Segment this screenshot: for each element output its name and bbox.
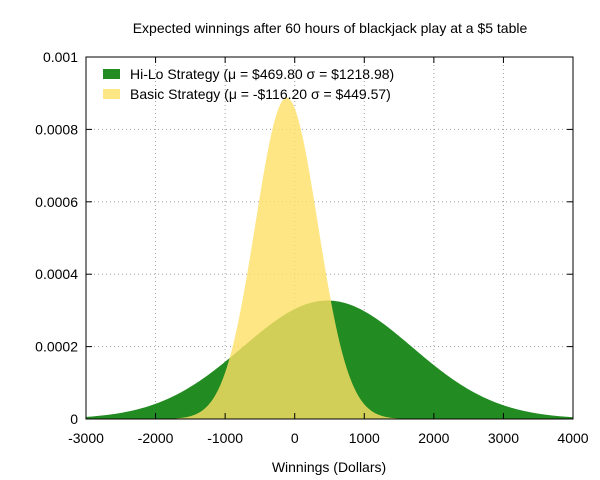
x-tick-label: 0 [291,430,299,446]
x-tick-label: 2000 [418,430,449,446]
y-tick-label: 0.001 [43,49,78,65]
legend: Hi-Lo Strategy (μ = $469.80 σ = $1218.98… [103,66,394,102]
y-tick-label: 0.0006 [35,194,78,210]
y-tick-label: 0.0002 [35,339,78,355]
x-tick-label: -2000 [138,430,174,446]
x-tick-label: -3000 [68,430,104,446]
x-tick-label: 1000 [349,430,380,446]
legend-swatch-0 [103,69,120,79]
y-tick-label: 0.0004 [35,266,78,282]
x-axis-label: Winnings (Dollars) [272,459,386,475]
y-tick-label: 0.0008 [35,121,78,137]
x-tick-label: -1000 [207,430,243,446]
axis-ticks: 0 0.0002 0.0004 0.0006 0.0008 0.001 -3000 -2000… [35,49,589,446]
plot-frame [85,56,574,420]
y-tick-label: 0 [70,411,78,427]
chart-title: Expected winnings after 60 hours of blac… [133,20,528,36]
plot-areas [86,97,573,419]
x-tick-label: 4000 [557,430,588,446]
legend-swatch-1 [103,89,120,99]
legend-label-0: Hi-Lo Strategy (μ = $469.80 σ = $1218.98… [130,66,394,82]
x-tick-label: 3000 [488,430,519,446]
series-area-1 [86,97,573,419]
legend-label-1: Basic Strategy (μ = -$116.20 σ = $449.57… [130,86,391,102]
